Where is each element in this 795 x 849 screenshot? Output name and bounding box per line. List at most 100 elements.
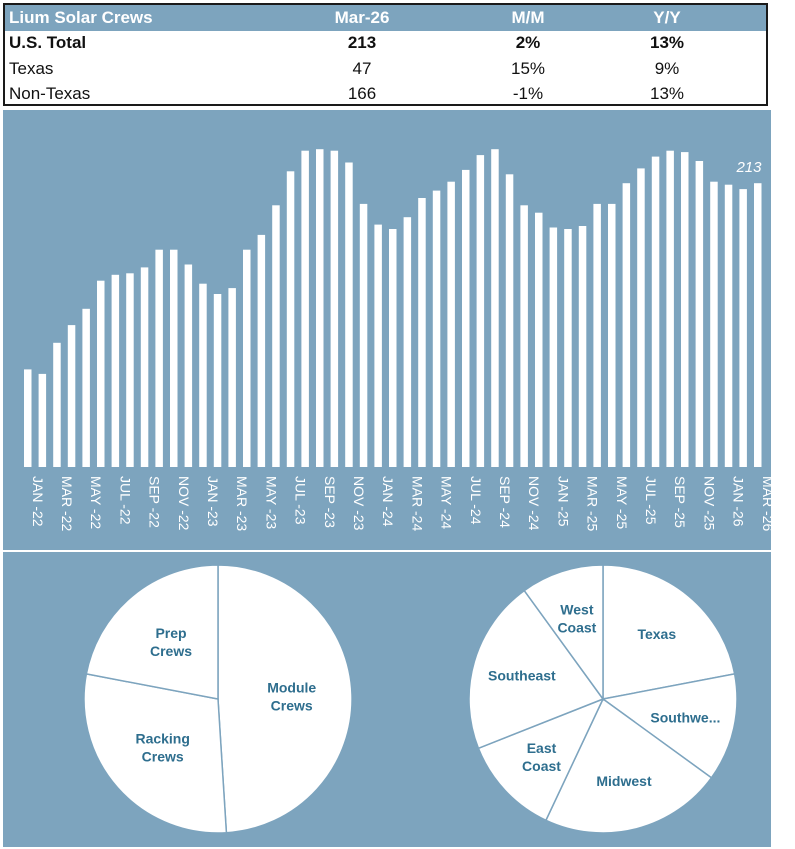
x-tick-label: JUL -22 bbox=[117, 476, 133, 525]
bar-NOV-24 bbox=[520, 205, 528, 468]
bar-JAN-22 bbox=[24, 369, 32, 467]
row-mm: -1% bbox=[512, 84, 544, 104]
row-label: Non-Texas bbox=[9, 84, 91, 104]
row-value: 213 bbox=[347, 33, 377, 53]
x-tick-label: SEP -24 bbox=[497, 476, 513, 528]
x-tick-label: NOV -25 bbox=[701, 476, 717, 531]
x-tick-label: MAY -24 bbox=[439, 476, 455, 529]
bar-MAR-26 bbox=[754, 183, 762, 467]
x-tick-label: SEP -22 bbox=[147, 476, 163, 528]
table-row: U.S. Total 213 2% 13% bbox=[5, 31, 766, 57]
bar-JUN-22 bbox=[97, 280, 105, 467]
x-tick-label: MAY -23 bbox=[263, 476, 279, 529]
bar-MAR-24 bbox=[403, 217, 412, 467]
bar-NOV-25 bbox=[695, 161, 704, 467]
bar-APR-22 bbox=[67, 325, 76, 467]
bar-MAY-25 bbox=[608, 203, 616, 467]
bar-SEP-23 bbox=[316, 149, 324, 467]
x-tick-label: MAR -24 bbox=[409, 476, 425, 531]
crew-type-pie-slice-prep-crews bbox=[85, 564, 219, 700]
x-tick-label: JUL -23 bbox=[293, 476, 309, 525]
region-pie-slice-east-coast bbox=[477, 697, 605, 822]
x-tick-label: JUL -25 bbox=[643, 476, 659, 525]
x-tick-label: MAY -25 bbox=[614, 476, 630, 529]
region-pie-slice-southwest bbox=[601, 673, 738, 779]
x-tick-label: JAN -26 bbox=[731, 476, 747, 527]
x-tick-label: NOV -22 bbox=[176, 476, 192, 531]
x-tick-label: MAR -22 bbox=[59, 476, 75, 531]
row-yy: 13% bbox=[649, 84, 685, 104]
region-pie-label: Midwest bbox=[596, 773, 652, 789]
region-pie-slice-texas bbox=[602, 564, 736, 700]
bar-DEC-23 bbox=[359, 203, 368, 467]
bar-JUN-24 bbox=[447, 181, 455, 467]
x-tick-label: MAR -26 bbox=[760, 476, 771, 531]
bar-MAR-22 bbox=[53, 342, 61, 467]
bar-FEB-22 bbox=[38, 373, 47, 467]
last-value-label: 213 bbox=[735, 159, 762, 176]
bar-SEP-22 bbox=[140, 267, 149, 467]
bar-JAN-23 bbox=[199, 283, 207, 467]
bar-JUN-25 bbox=[622, 183, 631, 467]
row-label: U.S. Total bbox=[9, 33, 87, 53]
bar-DEC-22 bbox=[184, 264, 193, 467]
region-pie-label: East Coast bbox=[522, 740, 561, 774]
bar-AUG-24 bbox=[476, 155, 485, 467]
row-yy: 9% bbox=[654, 58, 680, 78]
row-value: 47 bbox=[352, 58, 372, 78]
x-tick-label: SEP -25 bbox=[672, 476, 688, 528]
bar-MAY-23 bbox=[257, 234, 266, 467]
x-tick-label: JAN -22 bbox=[30, 476, 46, 527]
bar-MAR-23 bbox=[228, 288, 236, 467]
bar-MAR-25 bbox=[578, 226, 587, 467]
bar-FEB-25 bbox=[564, 229, 572, 467]
bar-APR-24 bbox=[418, 198, 426, 467]
bar-SEP-24 bbox=[491, 149, 499, 467]
table-row: Texas 47 15% 9% bbox=[5, 56, 766, 82]
bar-AUG-25 bbox=[651, 156, 660, 467]
region-pie-label: Texas bbox=[637, 626, 676, 642]
bar-JUL-24 bbox=[462, 169, 470, 467]
crew-type-pie-label: Prep Crews bbox=[150, 625, 192, 659]
crew-type-pie-label: Module Crews bbox=[267, 680, 316, 714]
bar-OCT-23 bbox=[330, 150, 339, 467]
x-tick-label: SEP -23 bbox=[322, 476, 338, 528]
bar-OCT-25 bbox=[681, 152, 689, 467]
bar-NOV-22 bbox=[170, 249, 178, 467]
crew-type-pie-slice-module-crews bbox=[217, 564, 353, 834]
crew-type-pie-slice-racking-crews bbox=[83, 673, 228, 834]
crew-type-pie-label: Racking Crews bbox=[135, 731, 189, 765]
bar-OCT-22 bbox=[155, 249, 163, 467]
bar-FEB-26 bbox=[739, 189, 747, 467]
row-mm: 2% bbox=[515, 33, 541, 53]
bar-FEB-23 bbox=[213, 294, 222, 467]
bar-JAN-25 bbox=[549, 227, 558, 467]
x-tick-label: NOV -24 bbox=[526, 476, 542, 531]
x-tick-label: MAR -23 bbox=[234, 476, 250, 531]
bar-APR-25 bbox=[593, 203, 601, 467]
x-tick-label: MAR -25 bbox=[585, 476, 601, 531]
header-period: Mar-26 bbox=[334, 7, 390, 27]
header-title: Lium Solar Crews bbox=[9, 7, 153, 27]
row-value: 166 bbox=[347, 84, 377, 104]
bar-MAY-24 bbox=[432, 190, 441, 467]
summary-table: Lium Solar Crews Mar-26 M/M Y/Y U.S. Tot… bbox=[3, 3, 768, 106]
bar-AUG-23 bbox=[301, 150, 309, 467]
table-header-row: Lium Solar Crews Mar-26 M/M Y/Y bbox=[5, 5, 766, 31]
bar-JUL-23 bbox=[286, 171, 295, 468]
bar-MAY-22 bbox=[82, 308, 90, 467]
x-tick-label: JUL -24 bbox=[468, 476, 484, 525]
bar-SEP-25 bbox=[666, 150, 674, 467]
bar-JAN-24 bbox=[374, 224, 382, 467]
bar-JUL-22 bbox=[111, 274, 120, 467]
table-row: Non-Texas 166 -1% 13% bbox=[5, 82, 766, 108]
bar-OCT-24 bbox=[505, 174, 514, 468]
bar-FEB-24 bbox=[389, 229, 397, 467]
x-tick-label: JAN -25 bbox=[555, 476, 571, 527]
row-label: Texas bbox=[9, 58, 54, 78]
x-tick-label: NOV -23 bbox=[351, 476, 367, 531]
row-mm: 15% bbox=[510, 58, 546, 78]
bar-DEC-24 bbox=[535, 212, 543, 467]
bar-JUN-23 bbox=[272, 205, 280, 468]
bar-DEC-25 bbox=[710, 181, 718, 467]
